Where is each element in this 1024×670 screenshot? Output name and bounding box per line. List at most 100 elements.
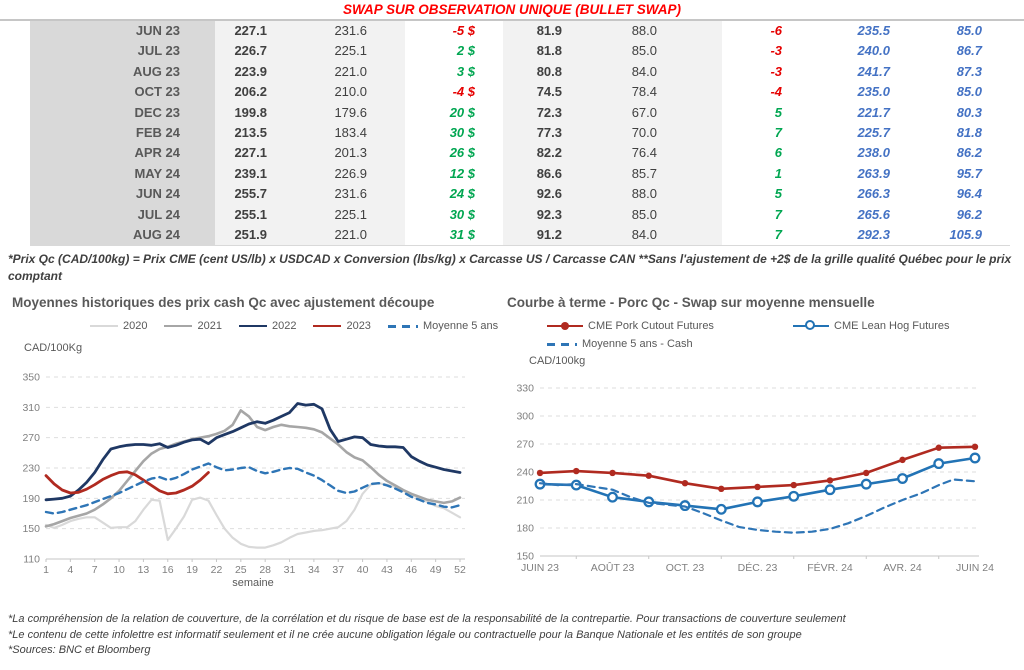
table-cell-qc_cash: 225.1 xyxy=(305,204,405,225)
legend-item-2021: 2021 xyxy=(164,320,222,332)
table-row: AUG 24 251.9 221.0 31 $ 91.2 84.0 7 292.3 105.9 xyxy=(30,224,1010,246)
table-cell-us_diff: 7 xyxy=(774,206,782,222)
svg-text:270: 270 xyxy=(516,439,534,451)
table-cell-qc_swap: 206.2 xyxy=(215,82,305,103)
table-cell-curve_us: 87.3 xyxy=(956,63,982,79)
table-cell-qc_cash: 231.6 xyxy=(305,21,405,42)
table-cell-qc_cash: 221.0 xyxy=(305,224,405,246)
table-cell-us_diff: -4 xyxy=(770,84,782,100)
table-cell-curve_cad: 265.6 xyxy=(857,206,890,222)
table-cell-curve_cad: 235.0 xyxy=(857,84,890,100)
table-cell-qc_swap: 255.7 xyxy=(215,184,305,205)
table-cell-curve_us: 96.4 xyxy=(956,186,982,202)
table-cell-curve_cad: 235.5 xyxy=(857,23,890,38)
table-cell-us_cash: 70.0 xyxy=(612,122,722,144)
svg-text:37: 37 xyxy=(332,564,344,576)
table-cell-qc_diff: 3 $ xyxy=(456,63,475,79)
svg-text:7: 7 xyxy=(92,564,98,576)
legend-label: 2020 xyxy=(123,320,148,332)
line-swatch-2020 xyxy=(90,324,118,328)
table-cell-us_diff: -3 xyxy=(770,43,782,59)
table-row: JUN 23 227.1 231.6 -5 $ 81.9 88.0 -6 235.5 85.0 xyxy=(30,21,1010,42)
table-cell-us_cash: 78.4 xyxy=(612,82,722,103)
table-cell-us_swap: 81.9 xyxy=(503,21,612,42)
table-cell-qc_swap: 199.8 xyxy=(215,102,305,123)
svg-text:16: 16 xyxy=(162,564,174,576)
table-cell-qc_cash: 201.3 xyxy=(305,143,405,164)
historical-cash-prices-chart: Moyennes historiques des prix cash Qc av… xyxy=(10,295,498,610)
table-cell-us_swap: 91.2 xyxy=(503,224,612,246)
table-cell-us_diff: 5 xyxy=(774,186,782,202)
svg-text:210: 210 xyxy=(516,495,534,507)
legend-item-pork-cutout: CME Pork Cutout Futures xyxy=(547,320,793,332)
legend-forward-row1: CME Pork Cutout Futures CME Lean Hog Fut… xyxy=(547,320,950,332)
footer-note-legal: *Le contenu de cette infolettre est info… xyxy=(8,628,802,641)
table-cell-us_swap: 92.6 xyxy=(503,184,612,205)
svg-text:31: 31 xyxy=(284,564,296,576)
svg-text:46: 46 xyxy=(405,564,417,576)
table-cell-us_cash: 88.0 xyxy=(612,184,722,205)
legend-historical: 2020 2021 2022 2023 Moyenne 5 ans xyxy=(90,320,498,332)
table-cell-curve_cad: 263.9 xyxy=(857,165,890,181)
table-cell-curve_cad: 240.0 xyxy=(857,43,890,59)
table-cell-us_swap: 72.3 xyxy=(503,102,612,123)
y-axis-unit-label: CAD/100Kg xyxy=(24,342,83,354)
legend-item-moyenne-cash: Moyenne 5 ans - Cash xyxy=(547,338,693,350)
table-cell-curve_cad: 225.7 xyxy=(857,124,890,140)
table-cell-qc_diff: 2 $ xyxy=(456,43,475,59)
table-cell-curve_cad: 238.0 xyxy=(857,145,890,161)
svg-text:25: 25 xyxy=(235,564,247,576)
historical-prices-plot: 110 150 190 230 270 310 350 1 4 7 10 13 16 19 22 25 28 31… xyxy=(22,372,466,590)
svg-text:43: 43 xyxy=(381,564,393,576)
table-row: FEB 24 213.5 183.4 30 $ 77.3 70.0 7 225.7 81.8 xyxy=(30,122,1010,144)
table-cell-curve_us: 86.7 xyxy=(956,43,982,59)
table-cell-curve_cad: 221.7 xyxy=(857,104,890,120)
dashed-line-swatch xyxy=(547,342,577,346)
table-cell-curve_cad: 292.3 xyxy=(857,226,890,242)
svg-text:240: 240 xyxy=(516,467,534,479)
svg-text:1: 1 xyxy=(43,564,49,576)
legend-label: 2021 xyxy=(197,320,222,332)
table-cell-us_diff: -6 xyxy=(770,23,782,38)
footer-notes: *La compréhension de la relation de couv… xyxy=(8,612,1016,659)
svg-text:34: 34 xyxy=(308,564,320,576)
table-row: AUG 23 223.9 221.0 3 $ 80.8 84.0 -3 241.7 87.3 xyxy=(30,61,1010,83)
svg-text:AVR. 24: AVR. 24 xyxy=(883,562,921,574)
line-swatch-2021 xyxy=(164,324,193,328)
forward-curve-plot: 150 180 210 240 270 300 330 JUIN 23 AOÛT 23 OCT. … xyxy=(516,383,994,575)
title-divider xyxy=(0,19,1024,21)
table-cell-us_diff: 6 xyxy=(774,145,782,161)
table-cell-qc_swap: 239.1 xyxy=(215,163,305,185)
svg-text:4: 4 xyxy=(67,564,73,576)
table-cell-qc_diff: 31 $ xyxy=(449,226,475,242)
table-cell-qc_diff: 26 $ xyxy=(449,145,475,161)
table-row: MAY 24 239.1 226.9 12 $ 86.6 85.7 1 263.9 95.7 xyxy=(30,163,1010,185)
svg-text:300: 300 xyxy=(516,411,534,423)
table-cell-us_swap: 77.3 xyxy=(503,122,612,144)
table-cell-us_swap: 82.2 xyxy=(503,143,612,164)
svg-text:330: 330 xyxy=(516,383,534,395)
blue-marker-line-swatch xyxy=(793,320,829,330)
red-marker-line-swatch xyxy=(547,322,583,330)
table-cell-qc_diff: 24 $ xyxy=(449,186,475,202)
table-cell-us_diff: -3 xyxy=(770,63,782,79)
table-cell-curve_us: 85.0 xyxy=(956,23,982,38)
chart-title-forward-curve: Courbe à terme - Porc Qc - Swap sur moye… xyxy=(507,295,875,310)
table-cell-curve_us: 105.9 xyxy=(949,226,982,242)
svg-text:40: 40 xyxy=(357,564,369,576)
table-cell-us_diff: 5 xyxy=(774,104,782,120)
chart-title-historical: Moyennes historiques des prix cash Qc av… xyxy=(12,295,435,310)
table-cell-qc_cash: 210.0 xyxy=(305,82,405,103)
table-row: APR 24 227.1 201.3 26 $ 82.2 76.4 6 238.0 86.2 xyxy=(30,143,1010,164)
svg-text:110: 110 xyxy=(23,554,40,566)
table-cell-qc_swap: 227.1 xyxy=(215,143,305,164)
svg-text:13: 13 xyxy=(138,564,150,576)
footer-note-hedging: *La compréhension de la relation de couv… xyxy=(8,613,846,625)
legend-item-moyenne-5-ans: Moyenne 5 ans xyxy=(387,320,498,332)
table-cell-month: JUL 24 xyxy=(30,204,215,225)
table-cell-month: OCT 23 xyxy=(30,82,215,103)
dashed-line-swatch xyxy=(387,324,418,328)
swap-table: JUN 23 227.1 231.6 -5 $81.9 88.0 -6 235.5 85.0 J… xyxy=(30,21,1010,247)
legend-item-2020: 2020 xyxy=(90,320,147,332)
